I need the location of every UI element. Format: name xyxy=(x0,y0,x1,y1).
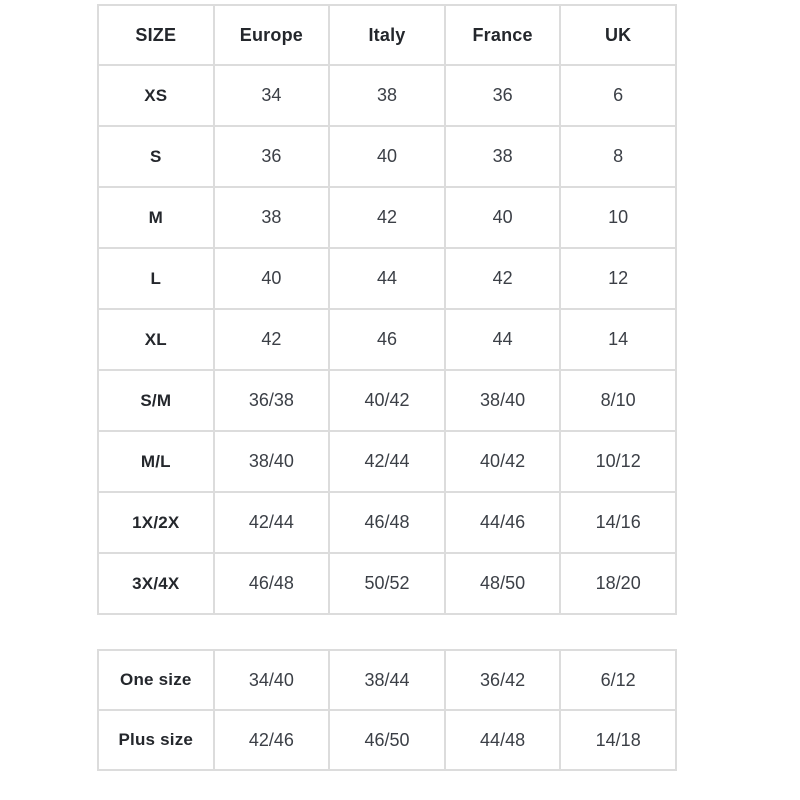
value-cell: 42/44 xyxy=(212,491,331,554)
table-row-xs: XS 34 38 36 6 xyxy=(97,64,677,127)
size-label-cell: S/M xyxy=(97,369,215,432)
value-cell: 6/12 xyxy=(559,649,677,711)
size-conversion-section: SIZE Europe Italy France UK XS 34 38 36 … xyxy=(97,4,677,771)
value-cell: 38/44 xyxy=(328,649,446,711)
size-label-cell: S xyxy=(97,125,215,188)
table-row-s: S 36 40 38 8 xyxy=(97,125,677,188)
table-row-l: L 40 44 42 12 xyxy=(97,247,677,310)
value-cell: 38 xyxy=(328,64,446,127)
value-cell: 42/46 xyxy=(212,709,331,771)
value-cell: 10 xyxy=(559,186,677,249)
size-label-cell: One size xyxy=(97,649,215,711)
value-cell: 42/44 xyxy=(328,430,446,493)
column-header-france: France xyxy=(443,4,562,66)
size-label-cell: XS xyxy=(97,64,215,127)
table-row-m-l: M/L 38/40 42/44 40/42 10/12 xyxy=(97,430,677,493)
size-label-cell: L xyxy=(97,247,215,310)
value-cell: 10/12 xyxy=(559,430,677,493)
value-cell: 44/48 xyxy=(443,709,562,771)
header-row: SIZE Europe Italy France UK xyxy=(97,4,677,66)
table-row-m: M 38 42 40 10 xyxy=(97,186,677,249)
value-cell: 12 xyxy=(559,247,677,310)
size-label-cell: 1X/2X xyxy=(97,491,215,554)
table-row-s-m: S/M 36/38 40/42 38/40 8/10 xyxy=(97,369,677,432)
value-cell: 38/40 xyxy=(443,369,562,432)
value-cell: 8 xyxy=(559,125,677,188)
value-cell: 40 xyxy=(212,247,331,310)
size-label-cell: M xyxy=(97,186,215,249)
value-cell: 14/16 xyxy=(559,491,677,554)
table-row-3x-4x: 3X/4X 46/48 50/52 48/50 18/20 xyxy=(97,552,677,615)
value-cell: 34/40 xyxy=(212,649,331,711)
value-cell: 14/18 xyxy=(559,709,677,771)
table-row-xl: XL 42 46 44 14 xyxy=(97,308,677,371)
value-cell: 44/46 xyxy=(443,491,562,554)
column-header-italy: Italy xyxy=(328,4,446,66)
value-cell: 40/42 xyxy=(328,369,446,432)
size-label-cell: XL xyxy=(97,308,215,371)
value-cell: 44 xyxy=(328,247,446,310)
value-cell: 36/38 xyxy=(212,369,331,432)
value-cell: 40 xyxy=(443,186,562,249)
size-label-cell: M/L xyxy=(97,430,215,493)
value-cell: 42 xyxy=(443,247,562,310)
value-cell: 38/40 xyxy=(212,430,331,493)
value-cell: 44 xyxy=(443,308,562,371)
value-cell: 18/20 xyxy=(559,552,677,615)
size-conversion-table: SIZE Europe Italy France UK XS 34 38 36 … xyxy=(97,4,677,615)
value-cell: 38 xyxy=(212,186,331,249)
value-cell: 6 xyxy=(559,64,677,127)
value-cell: 36/42 xyxy=(443,649,562,711)
size-label-cell: Plus size xyxy=(97,709,215,771)
value-cell: 36 xyxy=(443,64,562,127)
value-cell: 48/50 xyxy=(443,552,562,615)
value-cell: 34 xyxy=(212,64,331,127)
value-cell: 46/50 xyxy=(328,709,446,771)
column-header-uk: UK xyxy=(559,4,677,66)
value-cell: 46 xyxy=(328,308,446,371)
value-cell: 8/10 xyxy=(559,369,677,432)
value-cell: 38 xyxy=(443,125,562,188)
value-cell: 50/52 xyxy=(328,552,446,615)
value-cell: 40 xyxy=(328,125,446,188)
table-row-plus-size: Plus size 42/46 46/50 44/48 14/18 xyxy=(97,709,677,771)
column-header-size: SIZE xyxy=(97,4,215,66)
value-cell: 40/42 xyxy=(443,430,562,493)
value-cell: 46/48 xyxy=(328,491,446,554)
value-cell: 42 xyxy=(212,308,331,371)
column-header-europe: Europe xyxy=(212,4,331,66)
value-cell: 46/48 xyxy=(212,552,331,615)
size-label-cell: 3X/4X xyxy=(97,552,215,615)
value-cell: 36 xyxy=(212,125,331,188)
special-sizes-table: One size 34/40 38/44 36/42 6/12 Plus siz… xyxy=(97,649,677,771)
value-cell: 14 xyxy=(559,308,677,371)
table-row-one-size: One size 34/40 38/44 36/42 6/12 xyxy=(97,649,677,711)
table-row-1x-2x: 1X/2X 42/44 46/48 44/46 14/16 xyxy=(97,491,677,554)
value-cell: 42 xyxy=(328,186,446,249)
